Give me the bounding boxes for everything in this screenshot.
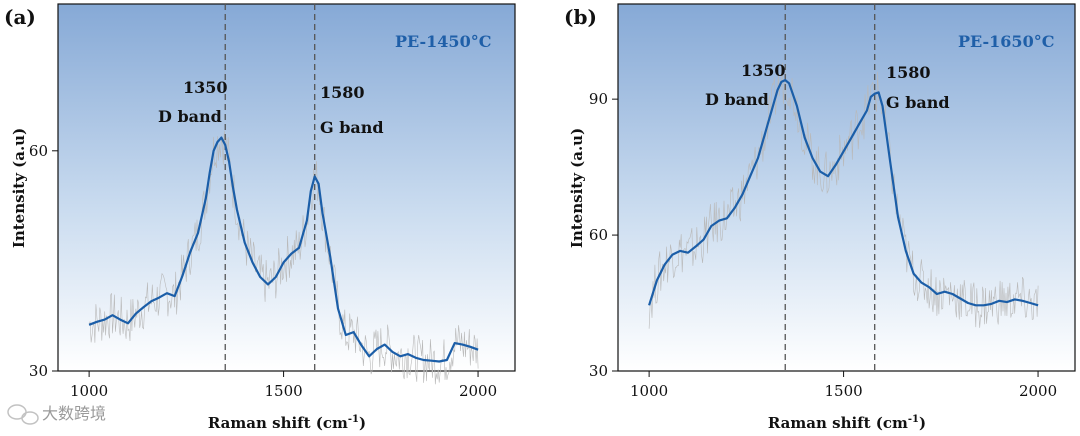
- panel-b-marks: 1000 1500 2000 30 60 90: [589, 4, 1057, 400]
- panel-a-x-tick-label: 1000: [70, 382, 108, 400]
- panel-b-x-tick-label: 1500: [824, 382, 862, 400]
- panel-a-y-axis-title: Intensity (a.u): [10, 128, 28, 248]
- panel-b-g-band-name: G band: [886, 93, 950, 112]
- panel-b-x-axis-title: Raman shift (cm-1): [768, 414, 926, 432]
- watermark-text: 大数跨境: [42, 404, 106, 423]
- panel-b-x-tick-label: 2000: [1019, 382, 1057, 400]
- panel-a-d-band-value: 1350: [183, 78, 228, 97]
- panel-b-sample-label: PE-1650°C: [958, 32, 1054, 51]
- panel-a-g-band-value: 1580: [320, 83, 365, 102]
- panel-b-y-tick-label: 60: [589, 226, 608, 244]
- panel-b-y-axis-title: Intensity (a.u): [568, 128, 586, 248]
- panel-a-y-tick-label: 30: [29, 362, 48, 380]
- panel-b-smoothed-line: [648, 79, 1039, 307]
- panel-b-y-tick-label: 90: [589, 90, 608, 108]
- panel-a-plot-area: [57, 3, 516, 372]
- panel-a: (a) PE-1450°C 1000 1500 2000 30 60 1350 D ba…: [4, 3, 516, 432]
- panel-b-raw-trace: [648, 62, 1039, 329]
- panel-b-d-band-name: D band: [705, 90, 769, 109]
- panel-b-label: (b): [564, 5, 597, 29]
- panel-a-x-tick-label: 2000: [459, 382, 497, 400]
- panel-a-x-axis-title: Raman shift (cm-1): [208, 414, 366, 432]
- panel-a-g-band-name: G band: [320, 118, 384, 137]
- panel-b: (b) PE-1650°C 1000 1500 2000 30 60 90 1350 D …: [564, 3, 1076, 432]
- panel-a-smoothed-line: [88, 136, 479, 363]
- panel-b-y-tick-label: 30: [589, 362, 608, 380]
- wechat-logo-icon: [7, 404, 39, 425]
- watermark: 大数跨境: [7, 404, 106, 425]
- panel-b-x-tick-label: 1000: [630, 382, 668, 400]
- panel-a-y-tick-label: 60: [29, 142, 48, 160]
- panel-b-g-band-value: 1580: [886, 63, 931, 82]
- panel-a-x-tick-label: 1500: [264, 382, 302, 400]
- panel-b-plot-area: [617, 3, 1076, 372]
- panel-a-label: (a): [4, 5, 36, 29]
- panel-a-marks: 1000 1500 2000 30 60: [29, 4, 497, 400]
- panel-a-raw-trace: [88, 130, 479, 385]
- panel-b-d-band-value: 1350: [741, 61, 786, 80]
- panel-a-sample-label: PE-1450°C: [395, 32, 491, 51]
- panel-a-d-band-name: D band: [158, 107, 222, 126]
